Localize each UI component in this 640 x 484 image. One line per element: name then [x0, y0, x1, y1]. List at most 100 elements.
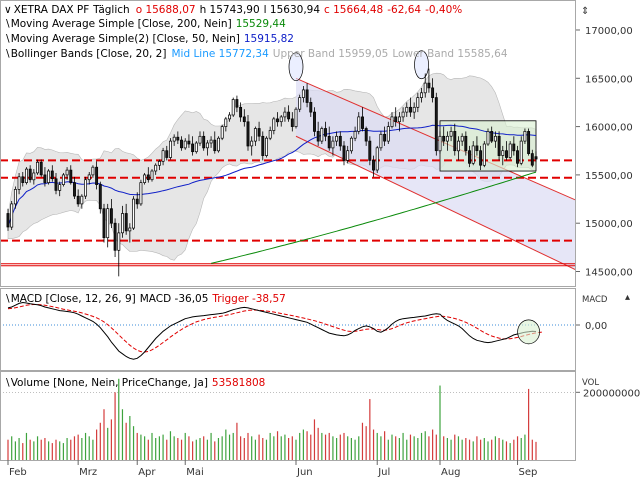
candle-body: [183, 140, 187, 149]
candle-body: [121, 213, 124, 234]
candle-body: [17, 176, 21, 190]
macd-collapse-icon[interactable]: ▴: [625, 292, 630, 303]
indicator-expand-icon[interactable]: ∖: [4, 377, 11, 389]
indicator-expand-icon[interactable]: ∖: [4, 293, 11, 305]
sma200-label: Moving Average Simple [Close, 200, Nein]: [11, 18, 232, 30]
time-axis-label: Sep: [519, 467, 538, 478]
candle-body: [109, 208, 113, 224]
price-legend: ∨ XETRA DAX PF Täglich o 15688,07 h 15743,90…: [4, 4, 508, 60]
legend-sma200: ∖Moving Average Simple [Close, 200, Nein…: [4, 18, 286, 30]
time-axis-label: Jul: [377, 467, 390, 478]
volume-axis-label: 200000000: [583, 388, 640, 399]
panel-expand-icon[interactable]: ⇕: [581, 6, 589, 17]
period-label: Täglich: [92, 4, 130, 16]
candle-body: [176, 136, 180, 141]
candle-body: [427, 82, 431, 89]
candle-body: [165, 150, 169, 158]
candle-body: [106, 208, 110, 239]
open-value: o 15688,07: [136, 4, 196, 16]
candle-body: [73, 182, 76, 197]
candle-body: [231, 99, 235, 116]
candle-body: [246, 121, 250, 147]
low-value: l 15630,94: [264, 4, 321, 16]
candle-body: [379, 133, 383, 149]
highlight-ellipse: [414, 50, 429, 80]
candle-body: [239, 106, 243, 118]
candle-body: [309, 102, 313, 113]
candle-body: [54, 178, 58, 191]
candle-body: [364, 128, 368, 142]
candle-body: [516, 150, 519, 164]
bollinger-label: Bollinger Bands [Close, 20, 2]: [11, 48, 167, 60]
candle-body: [253, 128, 257, 142]
candle-body: [65, 169, 69, 176]
candle-body: [143, 174, 147, 183]
price-axis-label: 14500,00: [585, 268, 633, 279]
candle-body: [187, 140, 191, 145]
candle-body: [205, 142, 209, 149]
candle-body: [268, 130, 272, 139]
trend-channel-fill: [296, 78, 575, 270]
candle-body: [453, 131, 457, 152]
macd-trigger-line: [7, 304, 544, 353]
candle-body: [98, 184, 102, 210]
candle-body: [397, 116, 401, 123]
candle-body: [434, 97, 438, 152]
price-axis-label: 15000,00: [585, 219, 633, 230]
macd-value: MACD -36,05: [140, 293, 209, 305]
candle-body: [290, 118, 294, 127]
indicator-expand-icon[interactable]: ∖: [4, 48, 11, 60]
candle-body: [383, 133, 387, 142]
time-axis-label: Jun: [296, 467, 313, 478]
candle-body: [534, 156, 538, 160]
candle-body: [313, 111, 316, 132]
candle-body: [353, 131, 357, 139]
candle-body: [84, 179, 87, 197]
candle-body: [194, 142, 198, 153]
candle-body: [124, 213, 128, 232]
candle-body: [272, 118, 276, 131]
candle-body: [80, 195, 84, 205]
candle-body: [468, 150, 471, 164]
candle-body: [431, 87, 435, 98]
candle-body: [169, 140, 172, 158]
candle-body: [327, 135, 331, 149]
candle-body: [349, 137, 353, 152]
candle-body: [482, 143, 486, 166]
bollinger-upper-value: Upper Band 15959,05: [273, 48, 389, 60]
candle-body: [209, 139, 213, 144]
candle-body: [401, 111, 405, 118]
legend-collapse-icon[interactable]: ∨: [4, 4, 12, 16]
time-axis-label: Feb: [9, 467, 27, 478]
candle-body: [224, 118, 228, 127]
change-value: -62,64: [387, 4, 421, 16]
candle-body: [372, 160, 375, 171]
candle-body: [113, 222, 117, 251]
candle-body: [21, 176, 25, 183]
trend-channel-lower-line: [295, 135, 575, 271]
candle-body: [161, 150, 165, 162]
candle-body: [394, 116, 398, 123]
candle-body: [154, 164, 158, 172]
indicator-expand-icon[interactable]: ∖: [4, 18, 11, 30]
sma50-label: Moving Average Simple(2) [Close, 50, Nei…: [11, 33, 240, 45]
time-axis-label: Apr: [138, 467, 156, 478]
bollinger-lower-value: Lower Band 15585,64: [392, 48, 508, 60]
close-value: c 15664,48: [324, 4, 383, 16]
bollinger-mid-value: Mid Line 15772,34: [171, 48, 269, 60]
candle-body: [250, 140, 254, 147]
candle-body: [43, 174, 47, 183]
macd-legend: ∖MACD [Close, 12, 26, 9] MACD -36,05 Trigg…: [4, 293, 286, 305]
candle-body: [36, 161, 39, 174]
candle-body: [150, 170, 154, 181]
candle-body: [320, 128, 324, 142]
candle-body: [213, 139, 217, 152]
candle-body: [257, 128, 261, 137]
candle-body: [287, 111, 291, 120]
candle-body: [69, 169, 73, 184]
candle-body: [442, 135, 446, 142]
candle-body: [283, 111, 287, 118]
indicator-expand-icon[interactable]: ∖: [4, 33, 11, 45]
